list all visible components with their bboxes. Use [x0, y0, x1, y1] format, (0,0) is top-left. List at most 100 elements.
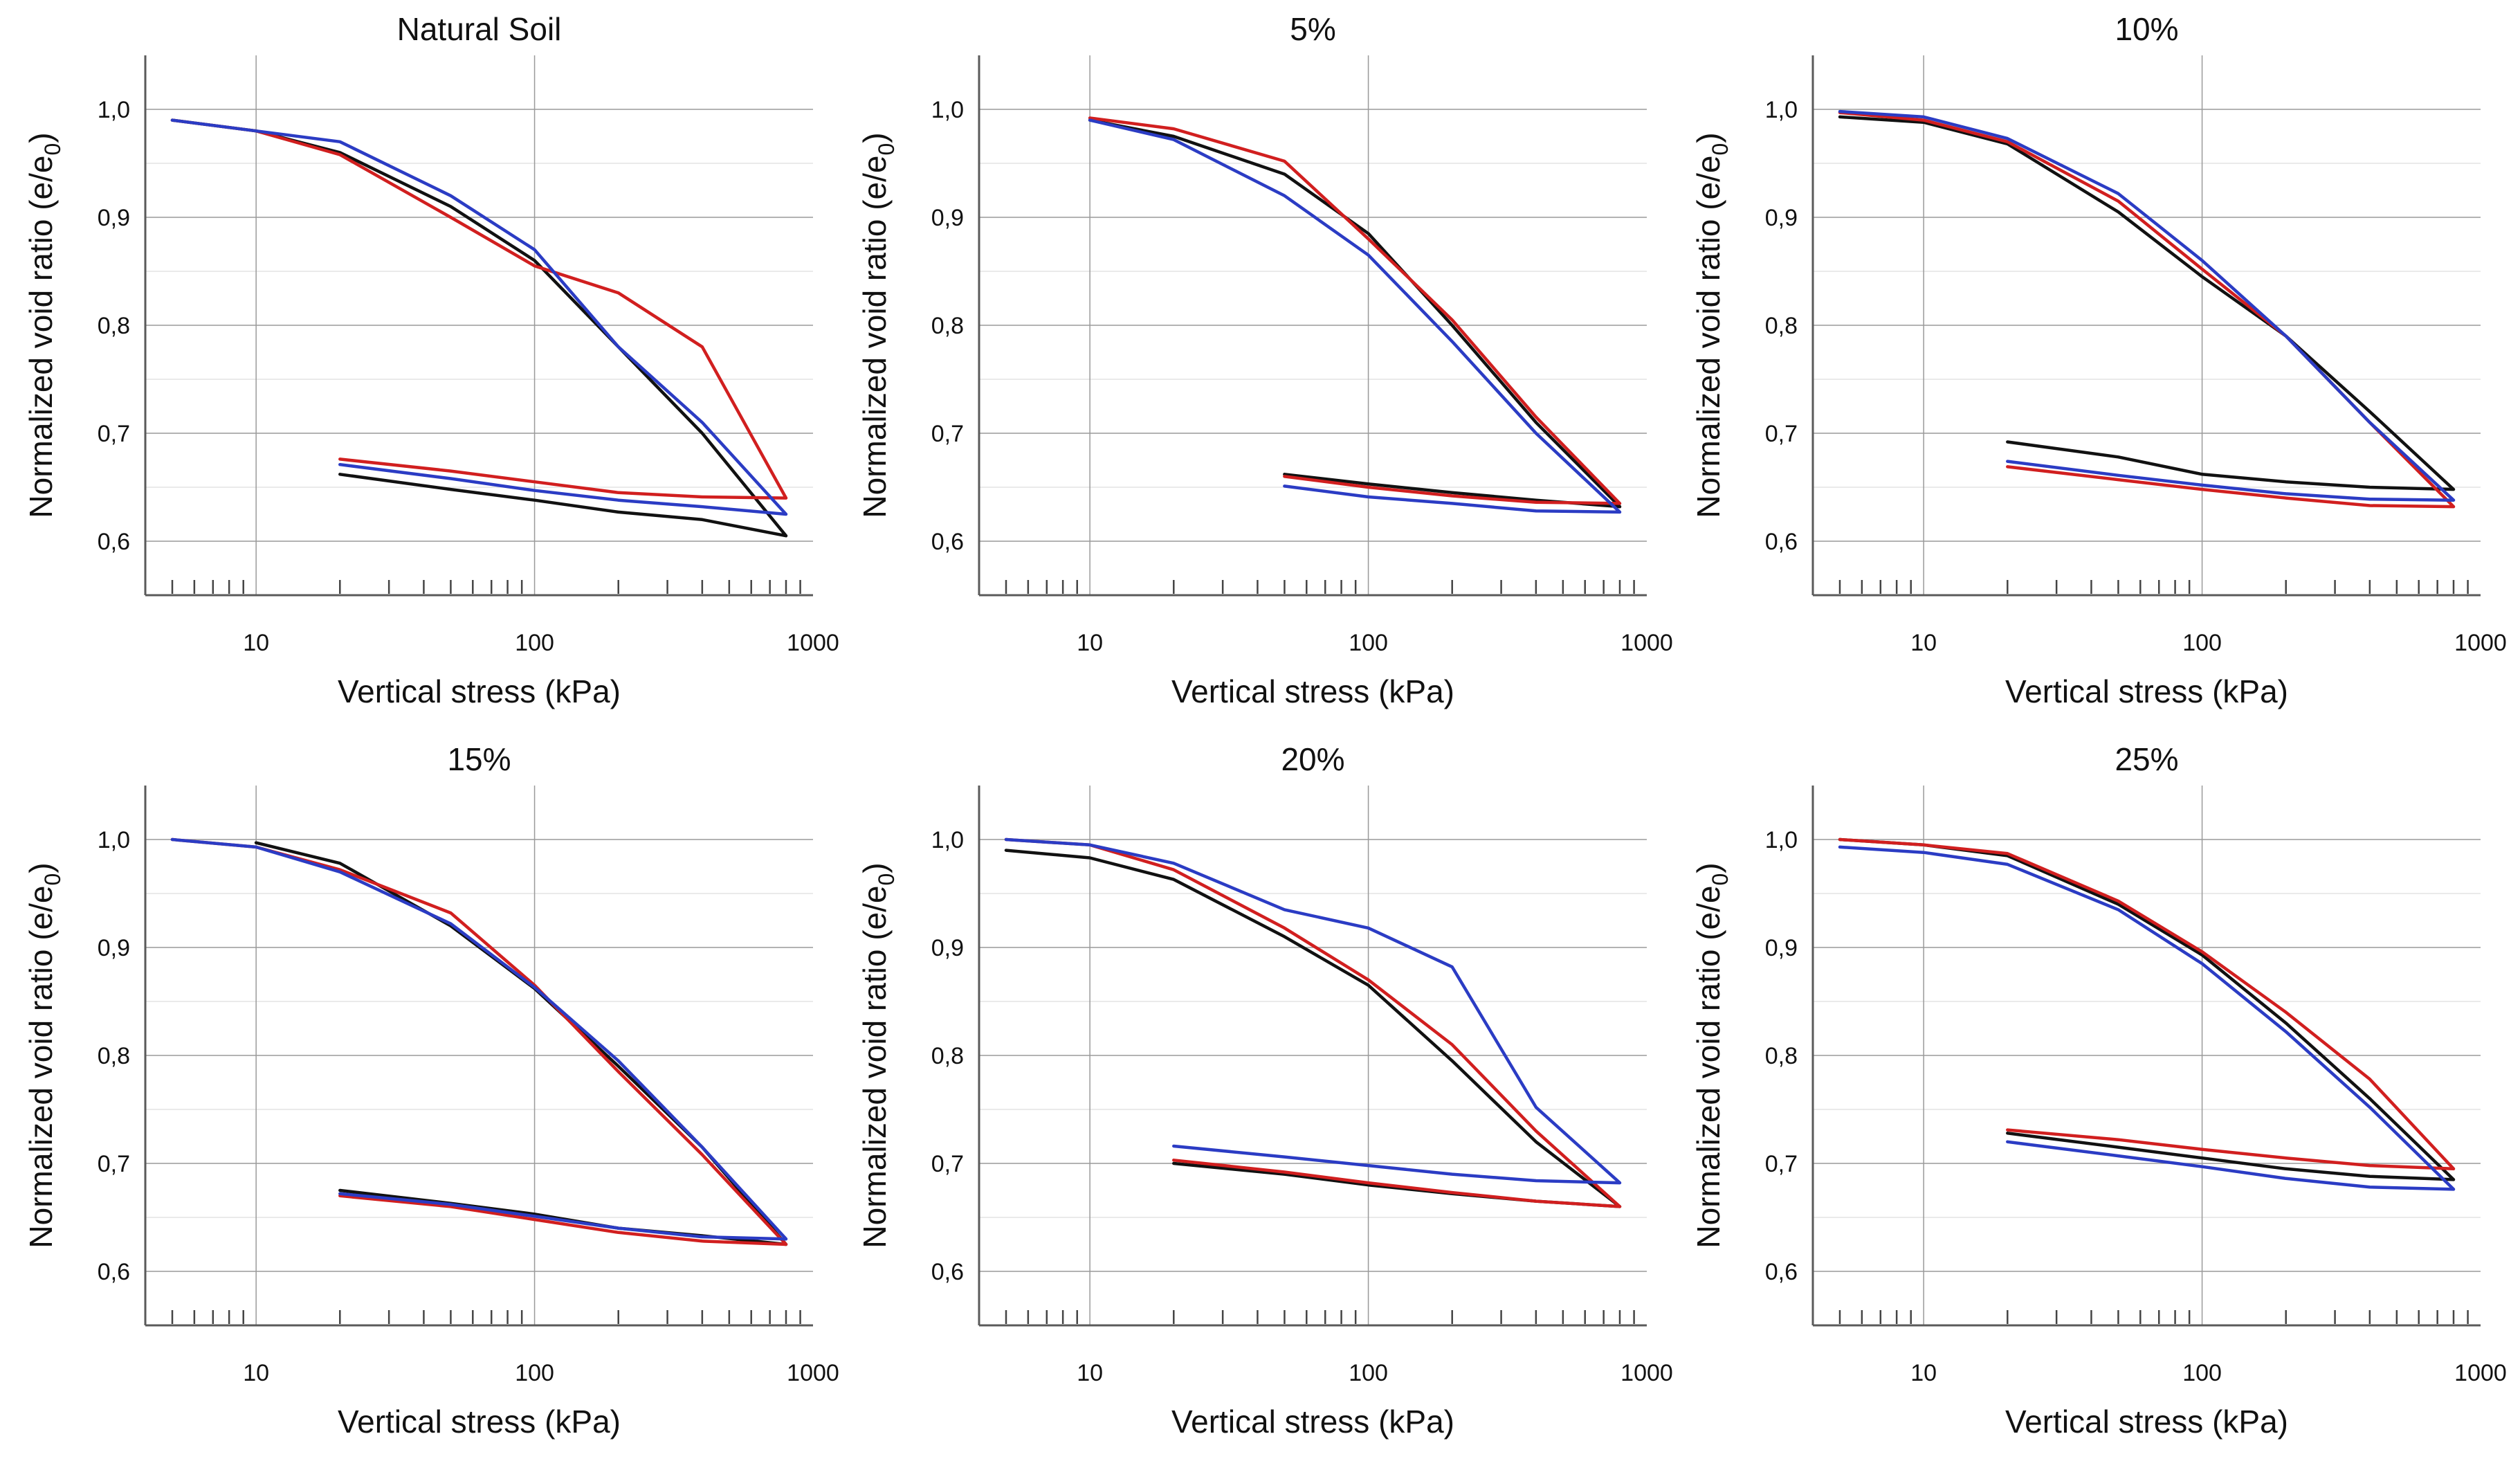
- y-tick-label: 0,6: [931, 529, 964, 555]
- y-axis-label-close: ): [857, 862, 893, 873]
- y-axis-label-subscript: 0: [1708, 143, 1733, 156]
- y-tick-label: 0,6: [98, 1259, 130, 1285]
- y-tick-label: 0,8: [931, 1043, 964, 1069]
- x-tick-label: 100: [515, 630, 554, 656]
- y-axis-label-main: Normalized void ratio (e/e: [857, 156, 893, 518]
- y-axis-label-close: ): [1690, 862, 1726, 873]
- x-tick-label: 100: [1349, 630, 1388, 656]
- chart-title: 25%: [2115, 741, 2178, 777]
- y-tick-label: 0,7: [1765, 1151, 1798, 1177]
- x-tick-label: 10: [243, 1360, 269, 1386]
- x-tick-label: 100: [2182, 630, 2222, 656]
- y-tick-label: 0,9: [931, 935, 964, 961]
- x-tick-label: 10: [243, 630, 269, 656]
- x-axis-label: Vertical stress (kPa): [1171, 673, 1454, 709]
- series-line-black: [1088, 118, 1622, 509]
- y-tick-label: 1,0: [931, 97, 964, 123]
- series-line-red: [170, 837, 788, 1246]
- y-axis-label-main: Normalized void ratio (e/e: [1690, 156, 1726, 518]
- series-line-blue: [170, 118, 788, 516]
- x-tick-label: 100: [515, 1360, 554, 1386]
- y-axis-label: Normalized void ratio (e/e0): [1690, 132, 1733, 518]
- series-line-black: [170, 118, 788, 538]
- series-line-black: [1838, 837, 2456, 1181]
- x-axis-label: Vertical stress (kPa): [338, 1404, 621, 1440]
- x-tick-label: 1000: [2454, 1360, 2507, 1386]
- series-line-black: [1838, 115, 2456, 491]
- series-line-blue: [1838, 845, 2456, 1191]
- y-tick-label: 0,8: [98, 313, 130, 339]
- y-tick-label: 0,8: [1765, 313, 1798, 339]
- y-axis-label: Normalized void ratio (e/e0): [23, 862, 65, 1248]
- series-line-blue: [1088, 118, 1622, 514]
- x-tick-label: 10: [1077, 1360, 1103, 1386]
- y-tick-label: 1,0: [931, 827, 964, 853]
- y-axis-label-close: ): [23, 862, 59, 873]
- x-tick-label: 1000: [1620, 1360, 1673, 1386]
- y-tick-label: 0,6: [98, 529, 130, 555]
- y-tick-label: 0,7: [98, 1151, 130, 1177]
- series-line-blue: [1838, 109, 2456, 502]
- series-line-black: [254, 841, 788, 1246]
- series-line-red: [1838, 111, 2456, 509]
- x-tick-label: 1000: [1620, 630, 1673, 656]
- x-tick-label: 10: [1910, 1360, 1937, 1386]
- chart-title: 5%: [1290, 11, 1335, 47]
- y-axis-label: Normalized void ratio (e/e0): [1690, 862, 1733, 1248]
- x-tick-label: 1000: [2454, 630, 2507, 656]
- y-axis-label: Normalized void ratio (e/e0): [23, 132, 65, 518]
- y-axis-label: Normalized void ratio (e/e0): [857, 132, 899, 518]
- y-axis-label-subscript: 0: [874, 143, 899, 156]
- y-tick-label: 0,9: [931, 205, 964, 231]
- x-tick-label: 1000: [787, 1360, 839, 1386]
- y-tick-label: 1,0: [98, 97, 130, 123]
- y-tick-label: 0,9: [98, 935, 130, 961]
- series-line-red: [170, 118, 788, 500]
- x-tick-label: 100: [1349, 1360, 1388, 1386]
- y-tick-label: 0,9: [1765, 205, 1798, 231]
- y-tick-label: 0,7: [931, 421, 964, 447]
- series-line-blue: [1004, 837, 1622, 1185]
- y-axis-label-main: Normalized void ratio (e/e: [1690, 886, 1726, 1249]
- y-tick-label: 0,7: [98, 421, 130, 447]
- x-tick-label: 10: [1077, 630, 1103, 656]
- y-tick-label: 0,8: [931, 313, 964, 339]
- x-axis-label: Vertical stress (kPa): [2005, 673, 2288, 709]
- x-tick-label: 100: [2182, 1360, 2222, 1386]
- y-axis-label-subscript: 0: [874, 873, 899, 886]
- x-axis-label: Vertical stress (kPa): [338, 673, 621, 709]
- y-axis-label-close: ): [857, 132, 893, 143]
- y-tick-label: 0,8: [98, 1043, 130, 1069]
- y-tick-label: 0,6: [931, 1259, 964, 1285]
- y-axis-label-subscript: 0: [40, 143, 65, 156]
- series-line-red: [1088, 116, 1622, 505]
- y-tick-label: 1,0: [1765, 97, 1798, 123]
- y-axis-label-close: ): [23, 132, 59, 143]
- y-axis-label-main: Normalized void ratio (e/e: [23, 156, 59, 518]
- y-tick-label: 1,0: [1765, 827, 1798, 853]
- chart-title: Natural Soil: [397, 11, 562, 47]
- series-line-red: [1004, 837, 1622, 1208]
- y-axis-label-main: Normalized void ratio (e/e: [23, 886, 59, 1249]
- chart-title: 10%: [2115, 11, 2178, 47]
- y-axis-label-subscript: 0: [40, 873, 65, 886]
- y-axis-label-subscript: 0: [1708, 873, 1733, 886]
- x-axis-label: Vertical stress (kPa): [1171, 1404, 1454, 1440]
- x-tick-label: 10: [1910, 630, 1937, 656]
- chart-title: 15%: [447, 741, 511, 777]
- y-tick-label: 0,6: [1765, 1259, 1798, 1285]
- y-tick-label: 0,6: [1765, 529, 1798, 555]
- x-axis-label: Vertical stress (kPa): [2005, 1404, 2288, 1440]
- y-tick-label: 0,7: [1765, 421, 1798, 447]
- series-line-blue: [170, 837, 788, 1241]
- y-tick-label: 0,7: [931, 1151, 964, 1177]
- x-tick-label: 1000: [787, 630, 839, 656]
- y-tick-label: 1,0: [98, 827, 130, 853]
- y-axis-label-main: Normalized void ratio (e/e: [857, 886, 893, 1249]
- y-axis-label: Normalized void ratio (e/e0): [857, 862, 899, 1248]
- y-tick-label: 0,8: [1765, 1043, 1798, 1069]
- series-line-black: [1004, 849, 1622, 1208]
- y-tick-label: 0,9: [1765, 935, 1798, 961]
- chart-title: 20%: [1281, 741, 1344, 777]
